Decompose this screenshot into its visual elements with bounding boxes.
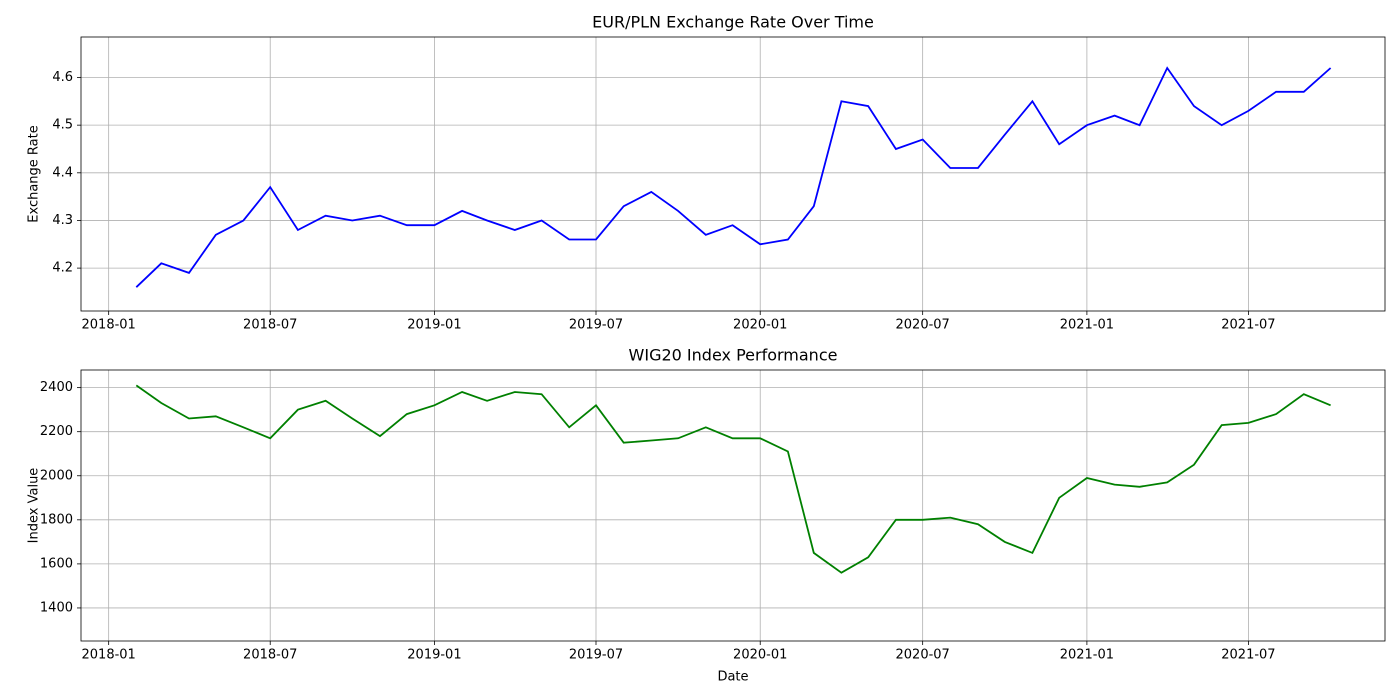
y-tick-label: 2400: [40, 380, 73, 395]
y-tick-label: 4.2: [52, 261, 73, 276]
x-tick-label: 2021-01: [1060, 648, 1114, 663]
plot-frame: [80, 36, 1386, 312]
chart-title: EUR/PLN Exchange Rate Over Time: [592, 13, 874, 32]
x-tick-label: 2021-07: [1221, 318, 1275, 333]
y-tick-label: 4.3: [52, 213, 73, 228]
y-axis-label: Index Value: [27, 468, 42, 544]
x-tick-label: 2020-01: [733, 318, 787, 333]
x-tick-label: 2018-07: [243, 648, 297, 663]
y-tick-label: 4.4: [52, 165, 73, 180]
y-tick-label: 1400: [40, 600, 73, 615]
x-tick-label: 2018-01: [82, 318, 136, 333]
x-tick-label: 2019-01: [407, 318, 461, 333]
y-tick-label: 1600: [40, 556, 73, 571]
x-tick-label: 2018-01: [82, 648, 136, 663]
x-axis-label: Date: [717, 670, 748, 685]
y-axis-label: Exchange Rate: [27, 125, 42, 222]
y-tick-label: 2000: [40, 468, 73, 483]
x-tick-label: 2020-07: [896, 648, 950, 663]
x-tick-label: 2019-01: [407, 648, 461, 663]
x-tick-label: 2020-07: [896, 318, 950, 333]
plot-frame: [80, 369, 1386, 642]
data-line: [135, 384, 1331, 574]
x-tick-label: 2021-01: [1060, 318, 1114, 333]
x-tick-label: 2019-07: [569, 648, 623, 663]
y-tick-label: 4.6: [52, 70, 73, 85]
x-tick-label: 2021-07: [1221, 648, 1275, 663]
data-line: [135, 66, 1332, 288]
y-tick-label: 4.5: [52, 118, 73, 133]
x-tick-label: 2019-07: [569, 318, 623, 333]
x-tick-label: 2018-07: [243, 318, 297, 333]
y-tick-label: 1800: [40, 512, 73, 527]
y-tick-label: 2200: [40, 424, 73, 439]
chart-title: WIG20 Index Performance: [629, 346, 838, 365]
x-tick-label: 2020-01: [733, 648, 787, 663]
